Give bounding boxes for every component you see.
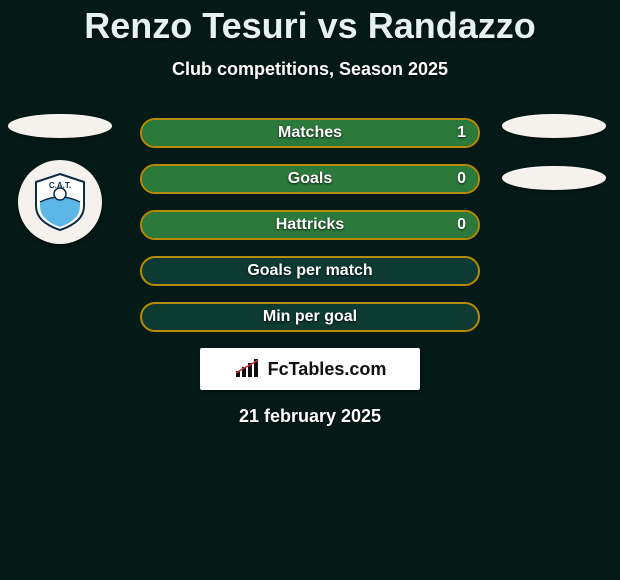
stat-bar-label: Goals per match — [247, 262, 372, 280]
stat-bar-value: 1 — [457, 124, 466, 142]
site-logo[interactable]: FcTables.com — [200, 348, 420, 390]
right-side — [502, 114, 612, 218]
stat-bar-label: Matches — [278, 124, 342, 142]
stat-bar-value: 0 — [457, 216, 466, 234]
stat-bar: Hattricks 0 — [140, 210, 480, 240]
bars-icon — [234, 359, 262, 379]
club-crest-icon: C.A.T. — [28, 170, 92, 234]
player-ellipse-right-2 — [502, 166, 606, 190]
stat-bar: Goals per match — [140, 256, 480, 286]
stat-bar: Goals 0 — [140, 164, 480, 194]
stat-bar: Min per goal — [140, 302, 480, 332]
svg-text:C.A.T.: C.A.T. — [49, 181, 71, 190]
stat-bar: Matches 1 — [140, 118, 480, 148]
left-side: C.A.T. — [8, 114, 118, 244]
player-ellipse-left — [8, 114, 112, 138]
stat-bar-label: Min per goal — [263, 308, 357, 326]
date-text: 21 february 2025 — [0, 406, 620, 427]
stat-bar-value: 0 — [457, 170, 466, 188]
stat-bars: Matches 1 Goals 0 Hattricks 0 Goals per match M… — [140, 118, 480, 332]
stat-bar-label: Hattricks — [276, 216, 344, 234]
comparison-card: Renzo Tesuri vs Randazzo Club competitio… — [0, 0, 620, 427]
player-ellipse-right-1 — [502, 114, 606, 138]
site-logo-text: FcTables.com — [268, 359, 387, 380]
team-badge-left: C.A.T. — [18, 160, 102, 244]
stat-bar-label: Goals — [288, 170, 332, 188]
subtitle: Club competitions, Season 2025 — [0, 59, 620, 80]
page-title: Renzo Tesuri vs Randazzo — [0, 5, 620, 47]
stats-stage: C.A.T. Matches 1 Goals 0 Hattricks 0 Goals per… — [0, 118, 620, 427]
